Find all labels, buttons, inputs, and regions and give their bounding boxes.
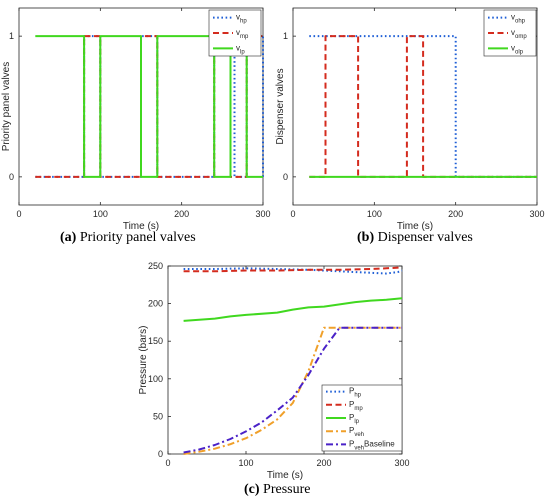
caption-a-tag: (a) bbox=[60, 230, 77, 245]
legend-label: vmp bbox=[236, 28, 249, 40]
caption-c-tag: (c) bbox=[244, 482, 260, 497]
y-axis-label: Pressure (bars) bbox=[138, 326, 149, 395]
y-tick-label: 1 bbox=[283, 31, 288, 41]
x-tick-label: 0 bbox=[16, 209, 21, 219]
series-line-v-mp bbox=[35, 35, 263, 178]
x-tick-label: 300 bbox=[529, 209, 544, 219]
legend-label: vohp bbox=[511, 13, 526, 25]
plot-frame bbox=[292, 7, 538, 206]
legend-label: Plp bbox=[349, 413, 360, 425]
caption-b-tag: (b) bbox=[357, 230, 375, 245]
x-tick-label: 0 bbox=[165, 458, 170, 468]
x-tick-label: 100 bbox=[93, 209, 108, 219]
legend-label: vhp bbox=[236, 13, 247, 25]
legend-box bbox=[321, 384, 403, 452]
series-line-v-lp bbox=[35, 35, 263, 178]
x-axis-label: Time (s) bbox=[267, 470, 303, 481]
y-axis-label: Dispenser valves bbox=[275, 68, 286, 144]
caption-a: (a) Priority panel valves bbox=[60, 230, 196, 246]
x-tick-label: 300 bbox=[394, 458, 409, 468]
caption-b: (b) Dispenser valves bbox=[357, 230, 473, 246]
y-tick-label: 0 bbox=[9, 172, 14, 182]
legend-label: vlp bbox=[236, 43, 245, 55]
y-tick-label: 50 bbox=[153, 411, 163, 421]
y-tick-label: 0 bbox=[158, 449, 163, 459]
x-tick-label: 200 bbox=[174, 209, 189, 219]
caption-c: (c) Pressure bbox=[244, 482, 310, 498]
legend-label: PvehBaseline bbox=[349, 439, 395, 451]
x-tick-label: 200 bbox=[448, 209, 463, 219]
plot-frame bbox=[18, 7, 264, 206]
x-tick-label: 200 bbox=[316, 458, 331, 468]
series-line-p-mp bbox=[183, 266, 403, 273]
y-axis-label: Priority panel valves bbox=[1, 62, 12, 151]
caption-a-text: Priority panel valves bbox=[79, 230, 196, 245]
series-line-p-hp bbox=[183, 267, 403, 275]
caption-b-text: Dispenser valves bbox=[377, 230, 473, 245]
x-tick-label: 100 bbox=[238, 458, 253, 468]
legend-box bbox=[483, 9, 537, 57]
y-tick-label: 200 bbox=[148, 299, 163, 309]
series-line-p-lp bbox=[183, 297, 403, 322]
caption-c-text: Pressure bbox=[263, 482, 311, 497]
y-tick-label: 1 bbox=[9, 31, 14, 41]
x-tick-label: 0 bbox=[290, 209, 295, 219]
series-line-p-veh bbox=[183, 326, 402, 455]
x-tick-label: 100 bbox=[367, 209, 382, 219]
y-tick-label: 150 bbox=[148, 336, 163, 346]
legend-label: Pveh bbox=[349, 426, 364, 438]
legend-label: Pmp bbox=[349, 400, 363, 412]
series-line-v-ohp bbox=[309, 35, 537, 178]
x-tick-label: 300 bbox=[255, 209, 270, 219]
legend-box bbox=[208, 9, 262, 57]
y-tick-label: 100 bbox=[148, 374, 163, 384]
legend-label: Php bbox=[349, 387, 362, 399]
chart-2: 0 100 200 300 0 50 100 150 200 250 Time (s) Pressur… bbox=[138, 261, 410, 481]
plot-frame bbox=[167, 265, 403, 455]
series-line-v-hp bbox=[35, 35, 264, 178]
series-line-p-veh-baseline bbox=[183, 326, 402, 454]
y-tick-label: 250 bbox=[148, 261, 163, 271]
y-tick-label: 0 bbox=[283, 172, 288, 182]
legend-label: vomp bbox=[511, 28, 527, 40]
series-line-v-omp bbox=[309, 35, 537, 178]
legend-label: volp bbox=[511, 43, 524, 55]
